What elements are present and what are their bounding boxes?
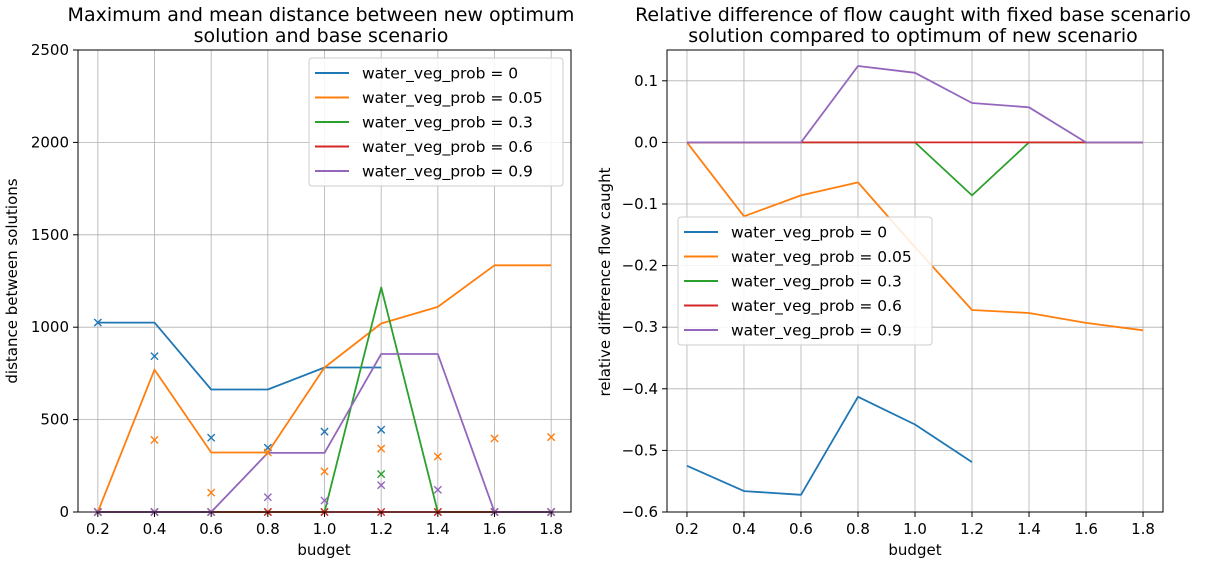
mean-marker [207, 433, 216, 442]
legend-label: water_veg_prob = 0.6 [362, 138, 533, 157]
mean-marker [377, 481, 386, 490]
x-tick-label: 0.6 [199, 520, 223, 538]
mean-marker [377, 425, 386, 434]
y-tick-label: −0.3 [622, 318, 658, 336]
mean-marker [320, 467, 329, 476]
y-tick-label: 1000 [31, 318, 69, 336]
legend-box [677, 216, 933, 346]
legend-label: water_veg_prob = 0.6 [731, 297, 902, 316]
y-tick-label: 2500 [31, 41, 69, 59]
mean-marker [150, 352, 159, 361]
legend-label: water_veg_prob = 0.05 [731, 248, 912, 267]
legend-label: water_veg_prob = 0.9 [731, 322, 902, 341]
right-y-axis-label: relative difference flow caught [596, 167, 614, 396]
y-tick-label: 0 [59, 503, 69, 521]
y-tick-label: 1500 [31, 226, 69, 244]
legend-label: water_veg_prob = 0.05 [362, 89, 543, 108]
x-tick-label: 0.2 [675, 520, 699, 538]
x-tick-label: 1.2 [369, 520, 393, 538]
x-tick-label: 1.2 [960, 520, 984, 538]
left-x-axis-label: budget [297, 541, 350, 559]
right-x-axis-label: budget [888, 541, 941, 559]
right-ticks: 0.2 0.4 0.6 0.8 1.0 1.2 1.4 1.6 1.8 −0.6 −0.5 −0.4 −… [622, 72, 1155, 538]
mean-marker [320, 496, 329, 505]
y-tick-label: −0.5 [622, 441, 658, 459]
left-y-axis-label: distance between solutions [3, 178, 21, 383]
mean-marker [377, 470, 386, 479]
legend-label: water_veg_prob = 0.9 [362, 163, 533, 182]
left-title-line-2: solution and base scenario [194, 25, 449, 47]
mean-marker [263, 493, 272, 502]
x-tick-label: 1.4 [426, 520, 450, 538]
y-tick-label: −0.2 [622, 257, 658, 275]
mean-marker [433, 452, 442, 461]
right-title-line-1: Relative difference of flow caught with … [635, 4, 1191, 26]
series-line [687, 65, 1143, 144]
right-legend: water_veg_prob = 0 water_veg_prob = 0.05 w… [677, 216, 933, 346]
y-tick-label: −0.4 [622, 380, 658, 398]
mean-marker [377, 444, 386, 453]
left-title-line-1: Maximum and mean distance between new op… [68, 4, 575, 26]
series-line [97, 321, 382, 391]
left-ticks: 0.2 0.4 0.6 0.8 1.0 1.2 1.4 1.6 1.8 0 500 1000 1500 2… [31, 41, 563, 538]
x-tick-label: 0.6 [789, 520, 813, 538]
mean-marker [207, 488, 216, 497]
legend-label: water_veg_prob = 0 [362, 65, 518, 84]
legend-box [308, 57, 564, 187]
y-tick-label: −0.1 [622, 195, 658, 213]
x-tick-label: 1.8 [539, 520, 563, 538]
y-tick-label: −0.6 [622, 503, 658, 521]
left-legend: water_veg_prob = 0 water_veg_prob = 0.05 w… [308, 57, 564, 187]
series-line [686, 395, 973, 496]
x-tick-label: 1.0 [903, 520, 927, 538]
y-tick-label: 0.0 [634, 133, 658, 151]
mean-marker [490, 434, 499, 443]
mean-marker [150, 435, 159, 445]
left-chart: 0.2 0.4 0.6 0.8 1.0 1.2 1.4 1.6 1.8 0 500 1000 1500 2… [3, 4, 574, 559]
x-tick-label: 1.6 [1074, 520, 1098, 538]
legend-label: water_veg_prob = 0.3 [731, 273, 902, 292]
x-tick-label: 0.4 [143, 520, 167, 538]
x-tick-label: 1.0 [313, 520, 337, 538]
y-tick-label: 500 [40, 411, 69, 429]
legend-label: water_veg_prob = 0.3 [362, 114, 533, 133]
legend-label: water_veg_prob = 0 [731, 224, 887, 243]
x-tick-label: 0.4 [732, 520, 756, 538]
mean-marker [320, 427, 329, 436]
x-tick-label: 0.8 [256, 520, 280, 538]
series-line [96, 264, 552, 513]
x-tick-label: 0.2 [86, 520, 110, 538]
mean-marker [263, 448, 272, 457]
right-chart: 0.2 0.4 0.6 0.8 1.0 1.2 1.4 1.6 1.8 −0.6 −0.5 −0.4 −… [596, 4, 1191, 559]
x-tick-label: 1.6 [483, 520, 507, 538]
y-tick-label: 2000 [31, 133, 69, 151]
right-title-line-2: solution compared to optimum of new scen… [688, 25, 1137, 47]
x-tick-label: 1.8 [1131, 520, 1155, 538]
x-tick-label: 1.4 [1017, 520, 1041, 538]
mean-marker [93, 318, 102, 327]
y-tick-label: 0.1 [634, 72, 658, 90]
mean-marker [433, 485, 442, 494]
mean-marker [547, 433, 556, 442]
x-tick-label: 0.8 [846, 520, 870, 538]
